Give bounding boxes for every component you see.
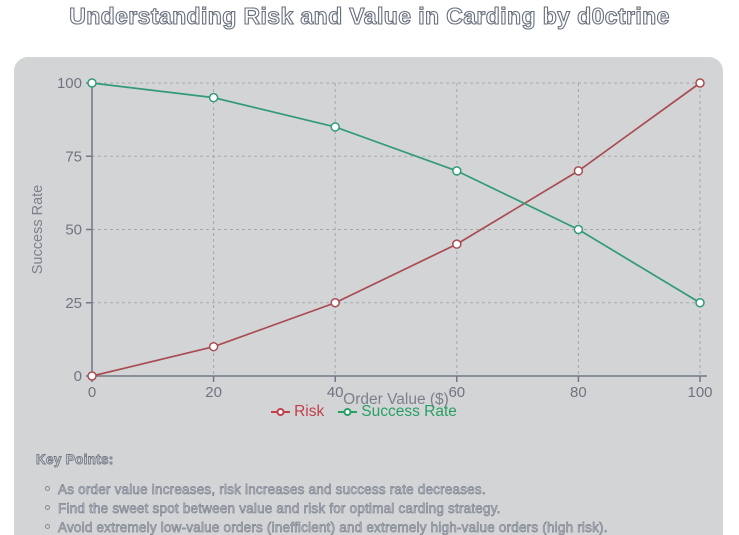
bullet-circle-icon [45,524,50,529]
key-points-list: As order value increases, risk increases… [45,480,696,535]
svg-text:75: 75 [65,148,82,165]
data-point-marker [695,298,705,308]
data-point-marker [573,224,584,235]
risk-legend-marker-icon [271,408,291,416]
x-axis-label: Order Value ($) [343,391,449,408]
svg-text:0: 0 [88,384,96,401]
svg-text:0: 0 [74,368,82,385]
svg-text:100: 100 [57,75,82,92]
key-point-item: Find the sweet spot between value and ri… [45,499,696,518]
key-point-text: Avoid extremely low-value orders (ineffi… [58,520,608,535]
series-success-rate [87,78,705,308]
data-point-marker [87,78,97,88]
bullet-circle-icon [45,486,50,491]
key-points-section: Key Points: As order value increases, ri… [36,452,696,535]
bullet-circle-icon [45,505,50,510]
success-rate-legend-marker-icon [338,408,358,416]
grid-lines [92,82,701,376]
tick-labels [86,82,701,382]
legend-item-risk[interactable]: Risk [271,403,324,421]
legend-label-risk: Risk [294,403,325,420]
page-title: Understanding Risk and Value in Carding … [69,2,670,29]
svg-text:50: 50 [65,222,82,239]
key-point-text: As order value increases, risk increases… [58,482,486,498]
key-points-heading: Key Points: [36,452,114,468]
key-point-item: Avoid extremely low-value orders (ineffi… [45,518,696,535]
chart-legend: Risk Success Rate [14,403,714,421]
data-point-marker [573,166,584,176]
data-point-marker [695,78,705,88]
key-point-text: Find the sweet spot between value and ri… [58,501,501,517]
svg-text:40: 40 [327,384,344,401]
svg-text:25: 25 [65,295,82,312]
data-point-marker [330,122,340,132]
data-point-marker [452,239,462,249]
data-point-marker [208,341,219,352]
key-point-item: As order value increases, risk increases… [45,480,696,499]
data-point-marker [87,371,97,381]
svg-text:100: 100 [687,384,712,401]
legend-label-success-rate: Success Rate [361,403,457,420]
svg-text:80: 80 [570,384,587,401]
series-risk [87,78,705,381]
svg-text:20: 20 [205,384,222,401]
chart-card: 0 25 50 75 100 0 20 40 60 80 100 Order Value ($) Suc… [14,57,723,535]
svg-text:60: 60 [448,384,465,401]
data-point-marker [208,92,219,103]
data-point-marker [452,166,462,176]
y-axis-label: Success Rate [30,185,46,274]
legend-item-success-rate[interactable]: Success Rate [338,403,457,421]
data-point-marker [330,298,340,308]
